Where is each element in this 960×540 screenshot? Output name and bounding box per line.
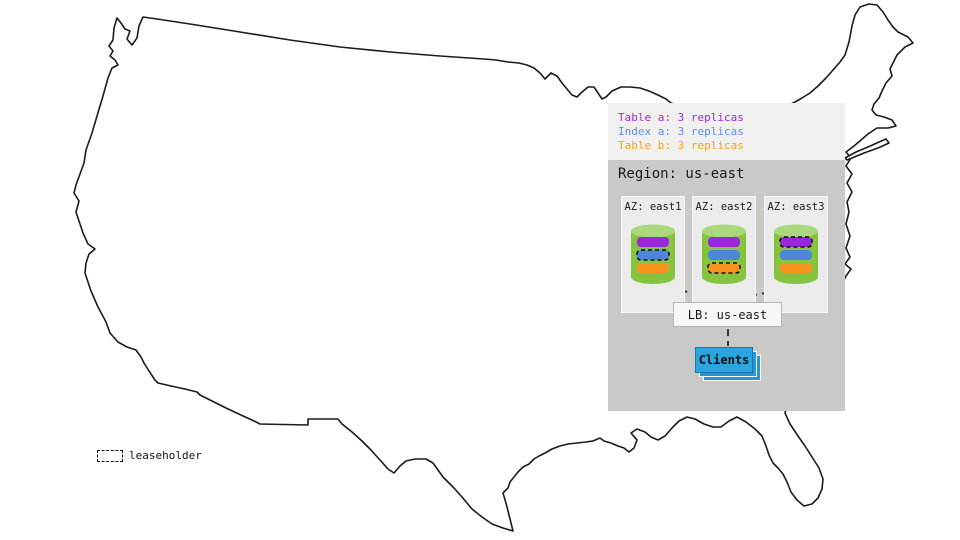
az-east1-label: AZ: east1	[624, 201, 682, 213]
database-cylinder-east1	[631, 224, 675, 284]
az-box-east3: AZ: east3	[764, 196, 828, 313]
region-diagram-panel: Table a: 3 replicas Index a: 3 replicas …	[608, 103, 845, 411]
az-east3-label: AZ: east3	[767, 201, 825, 213]
replica-table-a	[708, 237, 740, 247]
leaseholder-key: leaseholder	[97, 449, 202, 462]
clients-label: Clients	[698, 353, 750, 367]
az-box-east1: AZ: east1	[621, 196, 685, 313]
long-island-outline	[844, 138, 890, 161]
cylinder-top	[631, 224, 675, 238]
clients-stack: Clients	[695, 347, 761, 381]
region-title: Region: us-east	[618, 166, 745, 182]
az-east2-label: AZ: east2	[695, 201, 753, 213]
legend-table-b: Table b: 3 replicas	[618, 139, 744, 152]
replica-index-a	[780, 250, 812, 260]
legend-index-a: Index a: 3 replicas	[618, 125, 744, 138]
clients-box: Clients	[695, 347, 753, 373]
lb-label: LB: us-east	[687, 307, 768, 322]
replica-table-a-leaseholder	[779, 236, 813, 248]
replica-table-b	[637, 263, 669, 273]
az-box-east2: AZ: east2	[692, 196, 756, 313]
cylinder-top	[702, 224, 746, 238]
database-cylinder-east3	[774, 224, 818, 284]
database-cylinder-east2	[702, 224, 746, 284]
replica-table-a	[637, 237, 669, 247]
replica-table-b-leaseholder	[707, 262, 741, 274]
load-balancer-box: LB: us-east	[673, 302, 782, 327]
replica-legend: Table a: 3 replicas Index a: 3 replicas …	[608, 103, 845, 160]
legend-table-a: Table a: 3 replicas	[618, 111, 744, 124]
cylinder-top	[774, 224, 818, 238]
region-us-east: Region: us-east AZ: east1 AZ: east2	[608, 160, 845, 411]
leaseholder-swatch-icon	[97, 449, 123, 462]
leaseholder-key-label: leaseholder	[129, 449, 202, 462]
replica-table-b	[780, 263, 812, 273]
replica-index-a-leaseholder	[636, 249, 670, 261]
replica-index-a	[708, 250, 740, 260]
